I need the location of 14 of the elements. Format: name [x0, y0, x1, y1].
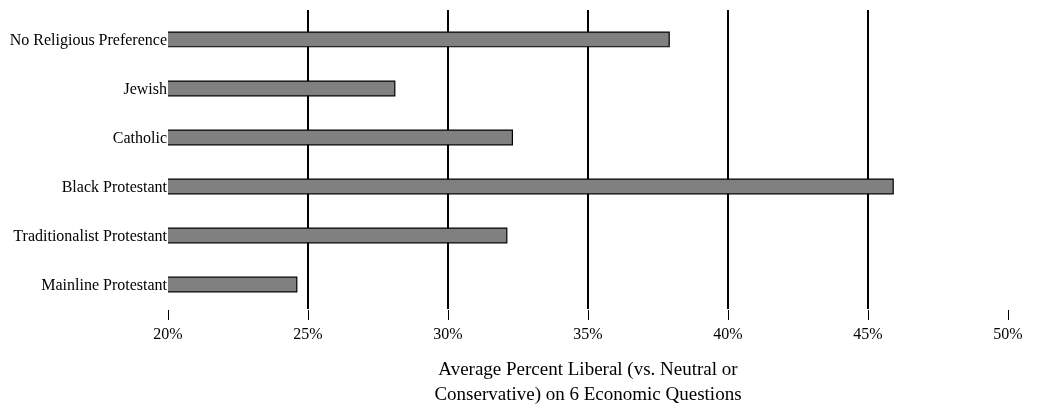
x-axis-title: Average Percent Liberal (vs. Neutral or Conservative) on 6 Economic Questions	[434, 358, 742, 405]
x-tick-label: 40%	[713, 325, 743, 343]
x-tick-label: 35%	[573, 325, 603, 343]
y-tick-label: No Religious Preference	[9, 31, 167, 50]
y-tick-label: Jewish	[123, 80, 167, 98]
y-tick-label: Traditionalist Protestant	[13, 227, 168, 245]
x-tick-label: 45%	[853, 325, 883, 343]
x-tick-label: 30%	[433, 325, 463, 343]
y-tick-label: Black Protestant	[61, 178, 168, 196]
y-tick-label: Catholic	[112, 129, 167, 147]
x-tick-label: 20%	[153, 325, 183, 343]
y-tick-label: Mainline Protestant	[41, 276, 168, 294]
x-tick-label: 50%	[993, 325, 1023, 343]
x-tick-label: 25%	[293, 325, 323, 343]
